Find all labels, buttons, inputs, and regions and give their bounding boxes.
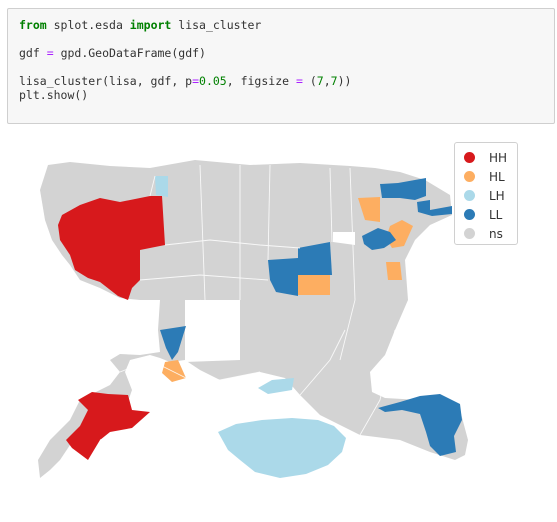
legend-item-hh: HH — [464, 148, 517, 167]
keyword-import: import — [129, 18, 172, 32]
imported-name: lisa_cluster — [171, 18, 262, 32]
legend-item-lh: LH — [464, 186, 517, 205]
legend-item-ns: ns — [464, 224, 517, 243]
region-hl-5 — [162, 360, 186, 382]
region-ll-6 — [160, 326, 186, 360]
code-text: gpd.GeoDataFrame(gdf) — [53, 46, 206, 60]
code-line-import: from splot.esda import lisa_cluster — [19, 18, 554, 32]
code-line-show: plt.show() — [19, 88, 554, 102]
legend-label: ns — [489, 226, 503, 241]
region-ll-4 — [298, 242, 332, 275]
operator: = — [46, 46, 54, 60]
region-ll-3 — [362, 228, 396, 250]
region-ll-5 — [268, 258, 298, 296]
region-ll-1 — [380, 178, 426, 200]
operator: = — [192, 74, 200, 88]
code-line-lisa-cluster: lisa_cluster(lisa, gdf, p=0.05, figsize … — [19, 74, 554, 88]
code-text: , figsize — [226, 74, 296, 88]
lisa-cluster-map — [38, 160, 468, 478]
tract-boundaries — [99, 164, 396, 441]
region-lh-2 — [258, 378, 294, 394]
legend-marker — [464, 209, 475, 220]
region-ll-7 — [378, 394, 462, 456]
legend-item-ll: LL — [464, 205, 517, 224]
region-hl-1 — [358, 197, 380, 222]
keyword-from: from — [19, 18, 47, 32]
code-text: )) — [337, 74, 352, 88]
module-name: splot.esda — [46, 18, 130, 32]
legend-item-hl: HL — [464, 167, 517, 186]
region-hl-3 — [386, 262, 402, 280]
region-lh-1 — [155, 176, 168, 197]
region-hl-4 — [296, 275, 330, 295]
legend-label: LH — [489, 188, 505, 203]
legend-marker — [464, 190, 475, 201]
code-cell[interactable]: from splot.esda import lisa_cluster gdf … — [7, 8, 555, 124]
legend-marker — [464, 171, 475, 182]
region-hh-west — [58, 196, 165, 300]
code-text: ( — [302, 74, 317, 88]
code-text: plt.show() — [19, 88, 89, 102]
region-empty-2 — [333, 232, 355, 245]
legend-label: HL — [489, 169, 505, 184]
region-hh-south — [66, 392, 150, 460]
legend-label: HH — [489, 150, 508, 165]
number-literal: 7 — [316, 74, 324, 88]
number-literal: 0.05 — [199, 74, 227, 88]
legend-marker — [464, 152, 475, 163]
region-empty — [185, 300, 240, 362]
map-legend: HH HL LH LL ns — [454, 142, 518, 245]
code-text: gdf — [19, 46, 47, 60]
code-text: lisa_cluster(lisa, gdf, p — [19, 74, 193, 88]
operator: = — [295, 74, 303, 88]
region-lh-lake — [218, 418, 346, 478]
number-literal: 7 — [330, 74, 338, 88]
code-text: , — [323, 74, 331, 88]
legend-marker — [464, 228, 475, 239]
region-ll-2 — [417, 200, 452, 216]
code-line-gdf: gdf = gpd.GeoDataFrame(gdf) — [19, 46, 554, 60]
legend-label: LL — [489, 207, 503, 222]
